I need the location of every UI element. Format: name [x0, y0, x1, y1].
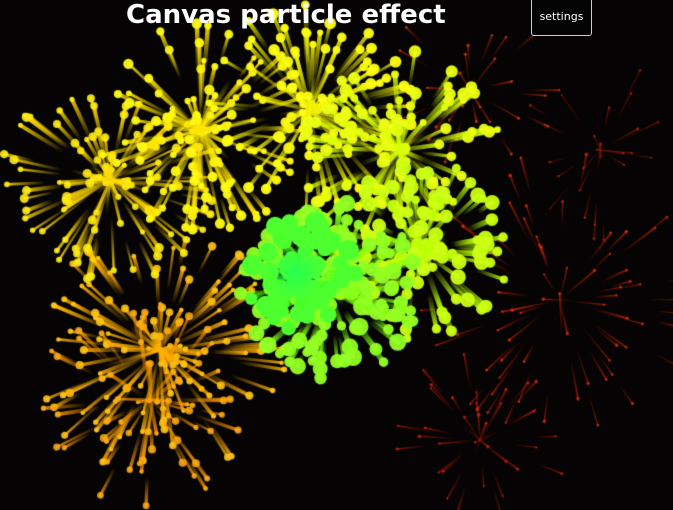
settings-button[interactable]: settings — [531, 0, 592, 36]
page-title: Canvas particle effect — [126, 0, 446, 30]
